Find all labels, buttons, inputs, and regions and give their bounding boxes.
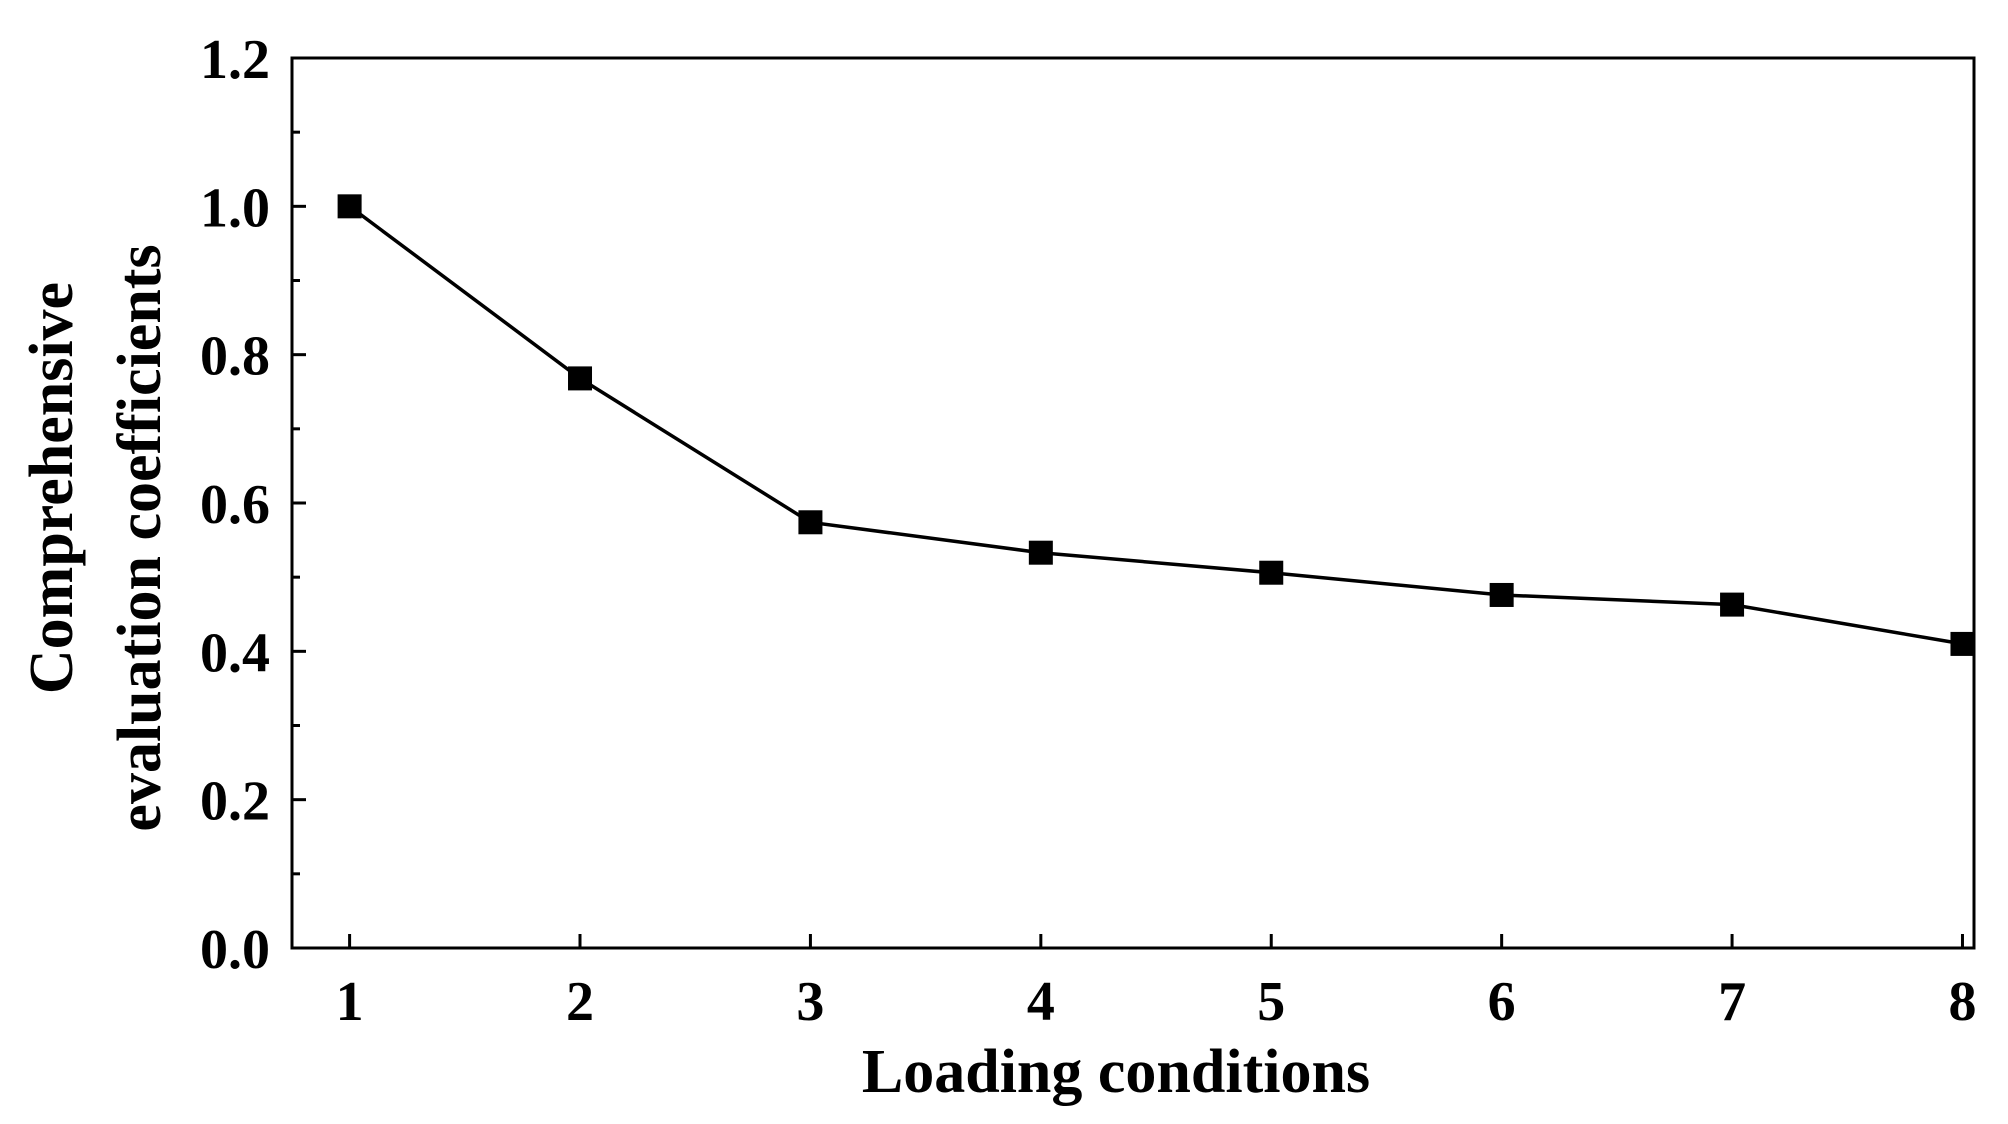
data-point-marker [1259,560,1284,585]
data-point-marker [568,366,593,391]
y-tick-label: 1.0 [200,177,270,239]
y-tick-label: 1.2 [200,29,270,91]
data-point-marker [1489,582,1514,607]
y-axis-title-line-2: evaluation coefficients [106,244,174,831]
y-axis-title: Comprehensive evaluation coefficients [18,244,174,831]
x-tick-label: 8 [1948,971,1976,1033]
data-point-marker [1950,631,1975,656]
x-tick-label: 1 [336,971,364,1033]
x-tick-label: 5 [1257,971,1285,1033]
tick-labels: 0.0 0.2 0.4 0.6 0.8 1.0 1.2 1 2 3 4 5 6 7 8 [200,29,1976,1033]
data-point-marker [1720,592,1745,617]
tick-marks [292,56,1964,950]
y-tick-label: 0.2 [200,771,270,833]
plot-frame [290,56,1976,950]
data-series [337,194,1975,656]
series-1 [337,194,1975,656]
x-tick-label: 6 [1488,971,1516,1033]
y-tick-label: 0.6 [200,474,270,536]
data-point-marker [337,194,362,219]
axes [290,56,1976,950]
y-tick-label: 0.4 [200,622,270,684]
y-tick-label: 0.8 [200,326,270,388]
x-tick-label: 3 [796,971,824,1033]
series-line [348,204,1963,646]
x-tick-label: 4 [1027,971,1055,1033]
data-point-marker [1028,540,1053,565]
x-tick-label: 2 [566,971,594,1033]
y-axis-title-line-1: Comprehensive [18,282,86,694]
x-tick-label: 7 [1718,971,1746,1033]
y-tick-label: 0.0 [200,919,270,981]
x-axis-title: Loading conditions [862,1038,1370,1106]
data-point-marker [798,510,823,535]
